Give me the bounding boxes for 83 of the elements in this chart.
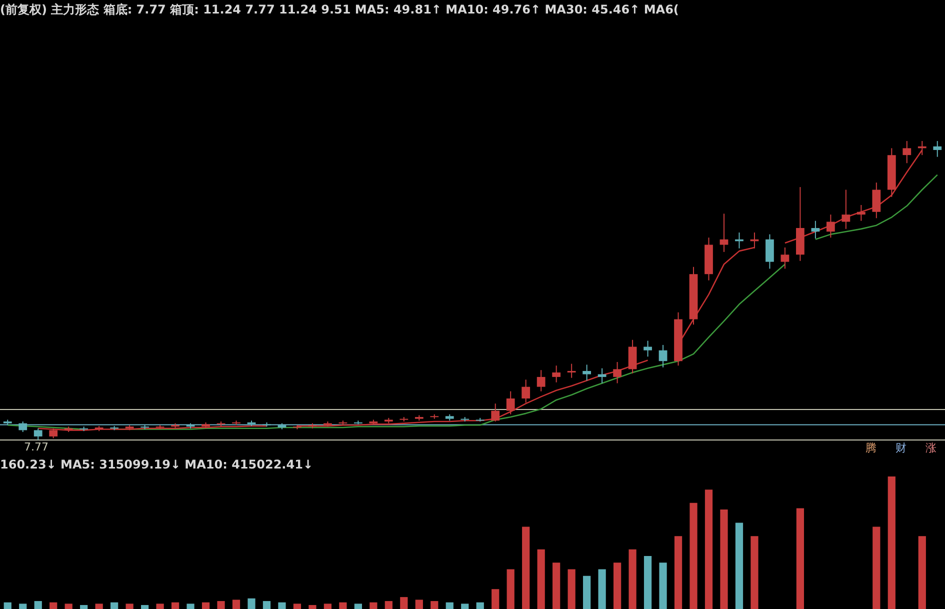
bar (659, 562, 667, 609)
bar (354, 604, 362, 609)
candlestick (658, 344, 668, 368)
bar (704, 490, 713, 609)
candlestick (536, 370, 546, 392)
bar (446, 602, 454, 609)
candlestick (826, 214, 835, 238)
bar (690, 502, 698, 609)
candlestick (34, 428, 42, 441)
candlestick (644, 340, 652, 358)
text: 财 (896, 441, 906, 454)
candlestick (567, 363, 576, 378)
bar (248, 598, 256, 609)
bar (4, 602, 12, 609)
candlestick (506, 390, 515, 415)
bar (613, 562, 622, 609)
bar (888, 476, 896, 609)
candlestick (613, 362, 622, 384)
candlestick (933, 140, 942, 158)
bar (506, 569, 514, 609)
chart-title: 160.23↓ MA5: 315099.19↓ MA10: 415022.41↓ (0, 457, 313, 472)
bar (674, 536, 682, 609)
bar (339, 602, 347, 609)
bar (110, 602, 118, 609)
text: 腾 (866, 441, 876, 454)
candlestick (811, 220, 820, 239)
bar (95, 604, 103, 609)
bar (552, 562, 560, 609)
bar (262, 601, 271, 609)
bar (80, 605, 88, 609)
candlestick (720, 213, 728, 252)
bar (324, 604, 332, 609)
bar (19, 604, 27, 609)
chart-title: (前复权) 主力形态 箱底: 7.77 箱顶: 11.24 7.77 11.24 9.51 MA5: 49.81↑ MA10: 49.76↑ MA30: 45.46↑ MA6( (0, 2, 679, 16)
bar (415, 600, 423, 609)
bar (156, 604, 164, 609)
bar (171, 602, 180, 609)
candlestick (856, 204, 866, 222)
candlestick (582, 364, 592, 382)
bar (476, 602, 484, 609)
bar (34, 601, 42, 609)
bar (64, 604, 72, 609)
bar (278, 602, 286, 609)
candlestick (552, 365, 561, 383)
candlestick (780, 246, 790, 270)
bar (796, 508, 804, 609)
bar (217, 601, 225, 609)
bar (628, 549, 636, 609)
bar (644, 556, 652, 609)
bar (186, 604, 194, 609)
bar (522, 526, 530, 609)
candlestick (628, 339, 637, 374)
bar (461, 604, 469, 609)
bar (202, 602, 210, 609)
bar (872, 526, 880, 609)
bar (293, 604, 302, 609)
bar (140, 605, 149, 609)
bar (308, 605, 316, 609)
bar (537, 549, 545, 609)
candlestick (842, 189, 850, 230)
candlestick (872, 182, 881, 219)
bar (430, 601, 438, 609)
candlestick (491, 403, 500, 422)
bar (370, 602, 378, 609)
bar (400, 597, 408, 609)
bar (918, 536, 926, 609)
bar (583, 576, 591, 609)
text: 7.77 (24, 440, 48, 454)
bar (720, 510, 728, 609)
bar (750, 536, 758, 609)
bar (568, 569, 576, 609)
text: 涨 (926, 441, 936, 454)
bar (50, 602, 58, 609)
candlestick (522, 379, 530, 404)
candlestick (766, 234, 774, 270)
bar (126, 604, 134, 609)
bar (384, 601, 392, 609)
candlestick (902, 140, 912, 164)
bar (735, 522, 744, 609)
bar (232, 600, 240, 609)
bar (492, 589, 500, 609)
bar (598, 569, 606, 609)
candlestick (18, 421, 28, 432)
